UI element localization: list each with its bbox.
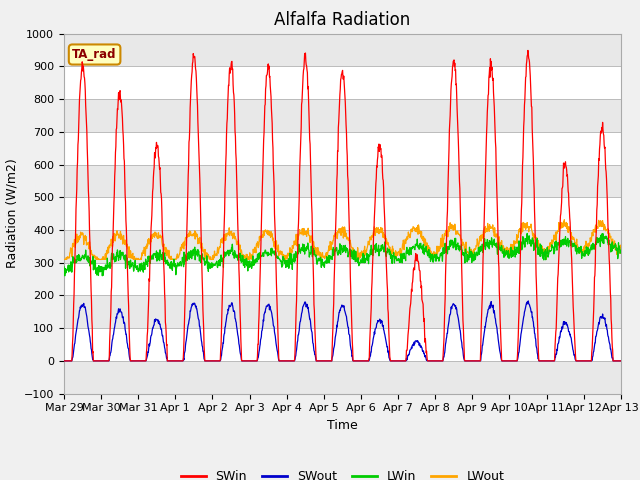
Title: Alfalfa Radiation: Alfalfa Radiation [275, 11, 410, 29]
Bar [64, 34, 621, 66]
Bar [64, 99, 621, 132]
X-axis label: Time: Time [327, 419, 358, 432]
Legend: SWin, SWout, LWin, LWout: SWin, SWout, LWin, LWout [175, 465, 509, 480]
Bar [64, 295, 621, 328]
Bar [64, 165, 621, 197]
Text: TA_rad: TA_rad [72, 48, 117, 61]
Bar [64, 230, 621, 263]
Y-axis label: Radiation (W/m2): Radiation (W/m2) [5, 159, 19, 268]
Bar [64, 361, 621, 394]
